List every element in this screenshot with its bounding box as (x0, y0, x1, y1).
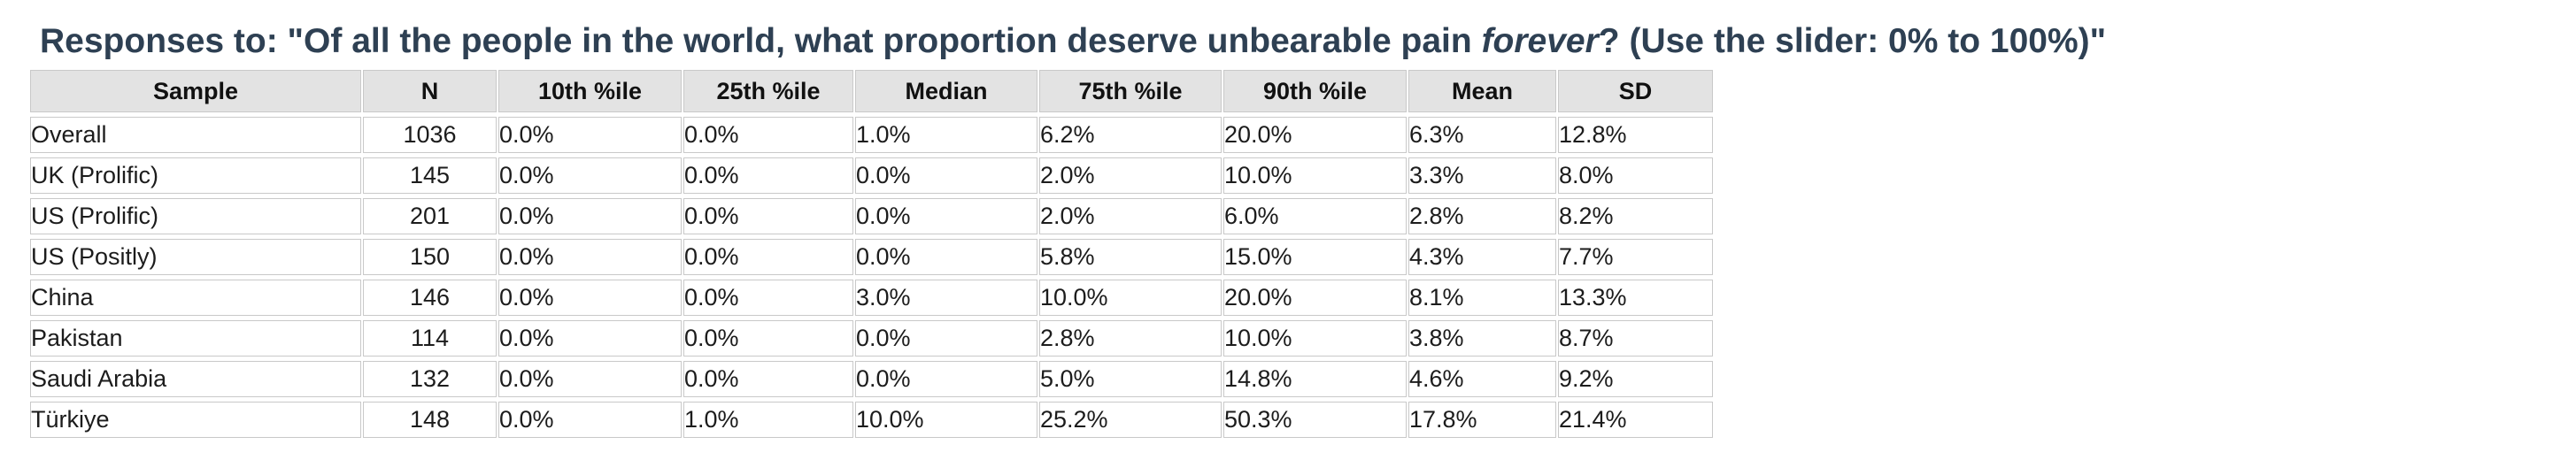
value-cell: 17.8% (1408, 402, 1556, 438)
sample-cell: US (Prolific) (30, 198, 361, 234)
statistics-table: Sample N 10th %ile 25th %ile Median 75th %ile… (28, 65, 1715, 442)
column-header-25th-ile: 25th %ile (683, 70, 853, 112)
value-cell: 50.3% (1223, 402, 1407, 438)
value-cell: 3.3% (1408, 157, 1556, 194)
column-header-n: N (363, 70, 497, 112)
table-row: Türkiye 148 0.0% 1.0% 10.0% 25.2% 50.3% 17.8% 21… (30, 402, 1713, 438)
value-cell: 7.7% (1558, 239, 1713, 275)
value-cell: 6.3% (1408, 117, 1556, 153)
value-cell: 4.3% (1408, 239, 1556, 275)
value-cell: 9.2% (1558, 361, 1713, 397)
value-cell: 0.0% (683, 198, 853, 234)
value-cell: 0.0% (498, 402, 682, 438)
column-header-median: Median (855, 70, 1037, 112)
value-cell: 145 (363, 157, 497, 194)
value-cell: 8.1% (1408, 280, 1556, 316)
table-row: Pakistan 114 0.0% 0.0% 0.0% 2.8% 10.0% 3.8% 8.7% (30, 320, 1713, 356)
value-cell: 10.0% (1039, 280, 1222, 316)
value-cell: 0.0% (498, 239, 682, 275)
value-cell: 2.0% (1039, 198, 1222, 234)
value-cell: 0.0% (855, 239, 1037, 275)
value-cell: 1.0% (683, 402, 853, 438)
value-cell: 0.0% (683, 361, 853, 397)
value-cell: 0.0% (498, 157, 682, 194)
sample-cell: Türkiye (30, 402, 361, 438)
value-cell: 20.0% (1223, 280, 1407, 316)
value-cell: 146 (363, 280, 497, 316)
value-cell: 8.7% (1558, 320, 1713, 356)
value-cell: 0.0% (683, 280, 853, 316)
value-cell: 0.0% (683, 239, 853, 275)
value-cell: 0.0% (498, 117, 682, 153)
sample-cell: US (Positly) (30, 239, 361, 275)
value-cell: 148 (363, 402, 497, 438)
value-cell: 21.4% (1558, 402, 1713, 438)
table-row: Overall 1036 0.0% 0.0% 1.0% 6.2% 20.0% 6.3% 12.8… (30, 117, 1713, 153)
value-cell: 10.0% (1223, 320, 1407, 356)
column-header-75th-ile: 75th %ile (1039, 70, 1222, 112)
value-cell: 10.0% (855, 402, 1037, 438)
value-cell: 14.8% (1223, 361, 1407, 397)
page-title: Responses to: "Of all the people in the … (40, 21, 2106, 62)
value-cell: 0.0% (683, 320, 853, 356)
column-header-10th-ile: 10th %ile (498, 70, 682, 112)
value-cell: 1.0% (855, 117, 1037, 153)
value-cell: 3.8% (1408, 320, 1556, 356)
page-title-prefix: Responses to: "Of all the people in the … (40, 22, 1482, 60)
value-cell: 2.8% (1408, 198, 1556, 234)
value-cell: 0.0% (855, 320, 1037, 356)
value-cell: 2.8% (1039, 320, 1222, 356)
table-row: UK (Prolific) 145 0.0% 0.0% 0.0% 2.0% 10.0% 3.3… (30, 157, 1713, 194)
page-title-italic-word: forever (1481, 22, 1599, 60)
column-header-mean: Mean (1408, 70, 1556, 112)
value-cell: 0.0% (855, 157, 1037, 194)
table-row: US (Positly) 150 0.0% 0.0% 0.0% 5.8% 15.0% 4.3%… (30, 239, 1713, 275)
column-header-sample: Sample (30, 70, 361, 112)
value-cell: 0.0% (498, 320, 682, 356)
sample-cell: Overall (30, 117, 361, 153)
value-cell: 114 (363, 320, 497, 356)
value-cell: 20.0% (1223, 117, 1407, 153)
table-row: Saudi Arabia 132 0.0% 0.0% 0.0% 5.0% 14.8% 4.6%… (30, 361, 1713, 397)
value-cell: 15.0% (1223, 239, 1407, 275)
value-cell: 10.0% (1223, 157, 1407, 194)
value-cell: 8.2% (1558, 198, 1713, 234)
column-header-sd: SD (1558, 70, 1713, 112)
value-cell: 0.0% (498, 361, 682, 397)
table-row: China 146 0.0% 0.0% 3.0% 10.0% 20.0% 8.1% 13.3% (30, 280, 1713, 316)
value-cell: 1036 (363, 117, 497, 153)
value-cell: 201 (363, 198, 497, 234)
value-cell: 8.0% (1558, 157, 1713, 194)
sample-cell: Saudi Arabia (30, 361, 361, 397)
value-cell: 0.0% (855, 198, 1037, 234)
page-title-suffix: ? (Use the slider: 0% to 100%)" (1598, 22, 2107, 60)
value-cell: 132 (363, 361, 497, 397)
value-cell: 12.8% (1558, 117, 1713, 153)
value-cell: 6.0% (1223, 198, 1407, 234)
value-cell: 0.0% (498, 280, 682, 316)
value-cell: 5.8% (1039, 239, 1222, 275)
value-cell: 0.0% (683, 157, 853, 194)
value-cell: 13.3% (1558, 280, 1713, 316)
value-cell: 25.2% (1039, 402, 1222, 438)
value-cell: 5.0% (1039, 361, 1222, 397)
value-cell: 0.0% (683, 117, 853, 153)
table-header-row: Sample N 10th %ile 25th %ile Median 75th %ile… (30, 70, 1713, 112)
sample-cell: China (30, 280, 361, 316)
sample-cell: UK (Prolific) (30, 157, 361, 194)
value-cell: 6.2% (1039, 117, 1222, 153)
sample-cell: Pakistan (30, 320, 361, 356)
value-cell: 3.0% (855, 280, 1037, 316)
value-cell: 0.0% (498, 198, 682, 234)
column-header-90th-ile: 90th %ile (1223, 70, 1407, 112)
table-row: US (Prolific) 201 0.0% 0.0% 0.0% 2.0% 6.0% 2.8%… (30, 198, 1713, 234)
table-body: Overall 1036 0.0% 0.0% 1.0% 6.2% 20.0% 6.3% 12.8… (30, 117, 1713, 438)
value-cell: 150 (363, 239, 497, 275)
value-cell: 2.0% (1039, 157, 1222, 194)
value-cell: 4.6% (1408, 361, 1556, 397)
value-cell: 0.0% (855, 361, 1037, 397)
